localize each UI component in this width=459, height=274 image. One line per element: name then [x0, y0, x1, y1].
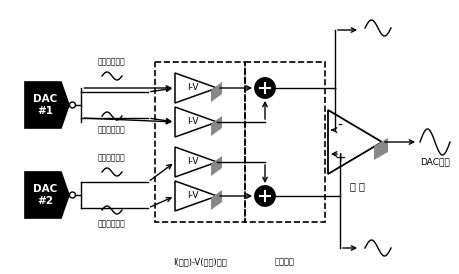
Polygon shape	[174, 147, 217, 177]
Circle shape	[254, 186, 274, 206]
Polygon shape	[211, 190, 222, 210]
Text: I(電流)-V(電圧)変換: I(電流)-V(電圧)変換	[173, 258, 226, 267]
Bar	[245, 62, 325, 222]
Text: （正相出力）: （正相出力）	[98, 153, 126, 162]
Text: DAC
#2: DAC #2	[33, 184, 57, 206]
Polygon shape	[25, 82, 69, 128]
Text: 減 算: 減 算	[349, 181, 364, 191]
Polygon shape	[211, 82, 222, 102]
Polygon shape	[174, 107, 217, 137]
Text: DAC出力: DAC出力	[419, 158, 449, 167]
Circle shape	[254, 78, 274, 98]
Bar	[155, 62, 245, 222]
Text: I-V: I-V	[187, 192, 198, 201]
Text: I-V: I-V	[187, 84, 198, 93]
Polygon shape	[373, 138, 387, 160]
Text: +: +	[333, 151, 345, 165]
Text: （逆相出力）: （逆相出力）	[98, 219, 126, 229]
Text: I-V: I-V	[187, 158, 198, 167]
Text: 電圧加算: 電圧加算	[274, 258, 294, 267]
Polygon shape	[25, 172, 69, 218]
Polygon shape	[174, 181, 217, 211]
Text: DAC
#1: DAC #1	[33, 94, 57, 116]
Polygon shape	[327, 110, 381, 174]
Text: -: -	[337, 119, 341, 133]
Text: I-V: I-V	[187, 118, 198, 127]
Text: （逆相出力）: （逆相出力）	[98, 125, 126, 135]
Text: （正相出力）: （正相出力）	[98, 58, 126, 67]
Polygon shape	[211, 156, 222, 176]
Polygon shape	[211, 116, 222, 136]
Polygon shape	[174, 73, 217, 103]
